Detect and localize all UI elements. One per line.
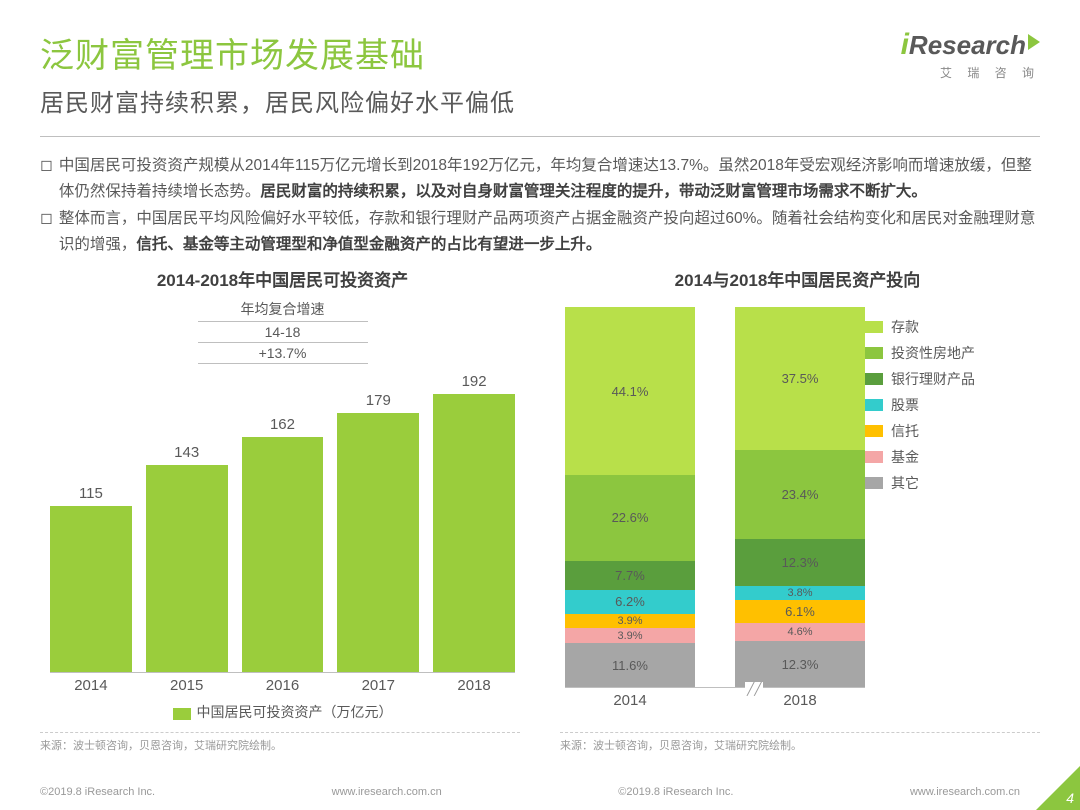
- bar-column: 179: [337, 392, 419, 673]
- footer-copyright: ©2019.8 iResearch Inc.: [40, 786, 155, 798]
- legend-item: 投资性房地产: [865, 343, 1005, 363]
- bar-rect: [50, 506, 132, 673]
- stack-segment: 6.1%: [735, 600, 865, 623]
- legend-item: 存款: [865, 317, 1005, 337]
- footer-url-2: www.iresearch.com.cn: [910, 786, 1020, 798]
- stack-column: 11.6%3.9%3.9%6.2%7.7%22.6%44.1%: [565, 307, 695, 687]
- page-subtitle: 居民财富持续积累，居民风险偏好水平偏低: [40, 83, 1040, 118]
- legend-swatch: [865, 373, 883, 385]
- legend-label: 基金: [891, 447, 919, 467]
- bar-value-label: 115: [79, 485, 103, 502]
- legend-swatch: [865, 451, 883, 463]
- legend-item: 基金: [865, 447, 1005, 467]
- stack-segment: 37.5%: [735, 307, 865, 450]
- stack-segment: 12.3%: [735, 641, 865, 688]
- stack-year-label: 2014: [565, 692, 695, 709]
- legend-item: 其它: [865, 473, 1005, 493]
- bar-chart-title: 2014-2018年中国居民可投资资产: [30, 266, 535, 291]
- stack-segment: 3.9%: [565, 614, 695, 629]
- legend-label: 股票: [891, 395, 919, 415]
- stack-chart-title: 2014与2018年中国居民资产投向: [545, 266, 1050, 291]
- stack-segment: 4.6%: [735, 623, 865, 640]
- stack-segment: 22.6%: [565, 475, 695, 561]
- logo-brand: Research: [909, 30, 1026, 60]
- legend-label: 存款: [891, 317, 919, 337]
- source-left: 来源：波士顿咨询，贝恩咨询，艾瑞研究院绘制。: [40, 732, 520, 753]
- axis-break-icon: ╱╱: [745, 682, 763, 696]
- bar-rect: [146, 465, 228, 672]
- legend-item: 银行理财产品: [865, 369, 1005, 389]
- stack-segment: 44.1%: [565, 307, 695, 475]
- stack-segment: 7.7%: [565, 561, 695, 590]
- legend-item: 信托: [865, 421, 1005, 441]
- body-text: ◻中国居民可投资资产规模从2014年115万亿元增长到2018年192万亿元，年…: [0, 137, 1080, 262]
- arrow-icon: [1028, 34, 1040, 50]
- stack-segment: 11.6%: [565, 643, 695, 687]
- bar-legend: 中国居民可投资资产（万亿元）: [30, 702, 535, 722]
- bar-rect: [242, 437, 324, 672]
- stack-wrap: 11.6%3.9%3.9%6.2%7.7%22.6%44.1%12.3%4.6%…: [545, 297, 1050, 709]
- bar-column: 192: [433, 373, 515, 672]
- legend-label: 银行理财产品: [891, 369, 975, 389]
- logo-subtitle: 艾 瑞 咨 询: [870, 64, 1040, 81]
- bar-category-label: 2015: [146, 677, 228, 694]
- cagr-value: +13.7%: [198, 343, 368, 364]
- stack-segment: 3.9%: [565, 628, 695, 643]
- bar-column: 115: [50, 485, 132, 673]
- stack-legend: 存款投资性房地产银行理财产品股票信托基金其它: [865, 297, 1005, 709]
- cagr-header: 年均复合增速: [198, 297, 368, 322]
- bar-column: 143: [146, 444, 228, 672]
- legend-label: 投资性房地产: [891, 343, 975, 363]
- bar-value-label: 162: [270, 416, 295, 433]
- header: iResearch 艾 瑞 咨 询 泛财富管理市场发展基础 居民财富持续积累，居…: [0, 0, 1080, 126]
- bar-area: 115 143 162 179 192: [30, 372, 535, 672]
- footer-copyright-2: ©2019.8 iResearch Inc.: [618, 786, 733, 798]
- bar-category-label: 2014: [50, 677, 132, 694]
- bar-category-label: 2018: [433, 677, 515, 694]
- bar-legend-label: 中国居民可投资资产（万亿元）: [197, 704, 393, 720]
- legend-swatch: [865, 347, 883, 359]
- cagr-period: 14-18: [198, 322, 368, 343]
- cagr-box: 年均复合增速 14-18 +13.7%: [198, 297, 368, 364]
- footer: ©2019.8 iResearch Inc. www.iresearch.com…: [0, 786, 1080, 798]
- stack-column: 12.3%4.6%6.1%3.8%12.3%23.4%37.5%: [735, 307, 865, 687]
- body-paragraph: ◻中国居民可投资资产规模从2014年115万亿元增长到2018年192万亿元，年…: [40, 153, 1040, 206]
- stack-labels: 20142018: [545, 688, 865, 709]
- legend-label: 信托: [891, 421, 919, 441]
- body-paragraph: ◻整体而言，中国居民平均风险偏好水平较低，存款和银行理财产品两项资产占据金融资产…: [40, 206, 1040, 259]
- bar-column: 162: [242, 416, 324, 672]
- bar-chart-panel: 2014-2018年中国居民可投资资产 年均复合增速 14-18 +13.7% …: [30, 266, 535, 722]
- legend-swatch: [173, 708, 191, 720]
- stack-segment: 6.2%: [565, 590, 695, 614]
- bar-rect: [337, 413, 419, 673]
- source-row: 来源：波士顿咨询，贝恩咨询，艾瑞研究院绘制。 来源：波士顿咨询，贝恩咨询，艾瑞研…: [0, 722, 1080, 753]
- stack-segment: 3.8%: [735, 586, 865, 600]
- bar-category-label: 2017: [337, 677, 419, 694]
- bar-labels: 2014 2015 2016 2017 2018: [30, 673, 535, 694]
- bar-value-label: 143: [174, 444, 199, 461]
- brand-logo: iResearch 艾 瑞 咨 询: [870, 28, 1040, 81]
- footer-url-1: www.iresearch.com.cn: [332, 786, 442, 798]
- legend-swatch: [865, 425, 883, 437]
- stack-chart-panel: 2014与2018年中国居民资产投向 11.6%3.9%3.9%6.2%7.7%…: [545, 266, 1050, 722]
- bar-category-label: 2016: [242, 677, 324, 694]
- stack-segment: 12.3%: [735, 539, 865, 586]
- page-number: 4: [1066, 790, 1074, 806]
- legend-label: 其它: [891, 473, 919, 493]
- logo-text: iResearch: [870, 28, 1040, 62]
- bar-rect: [433, 394, 515, 672]
- legend-swatch: [865, 477, 883, 489]
- stack-x-axis: ╱╱: [565, 687, 865, 688]
- stack-segment: 23.4%: [735, 450, 865, 539]
- bar-value-label: 179: [366, 392, 391, 409]
- charts-row: 2014-2018年中国居民可投资资产 年均复合增速 14-18 +13.7% …: [0, 262, 1080, 722]
- stack-area: 11.6%3.9%3.9%6.2%7.7%22.6%44.1%12.3%4.6%…: [545, 297, 865, 687]
- legend-item: 股票: [865, 395, 1005, 415]
- legend-swatch: [865, 321, 883, 333]
- source-right: 来源：波士顿咨询，贝恩咨询，艾瑞研究院绘制。: [560, 732, 1040, 753]
- bar-value-label: 192: [462, 373, 487, 390]
- legend-swatch: [865, 399, 883, 411]
